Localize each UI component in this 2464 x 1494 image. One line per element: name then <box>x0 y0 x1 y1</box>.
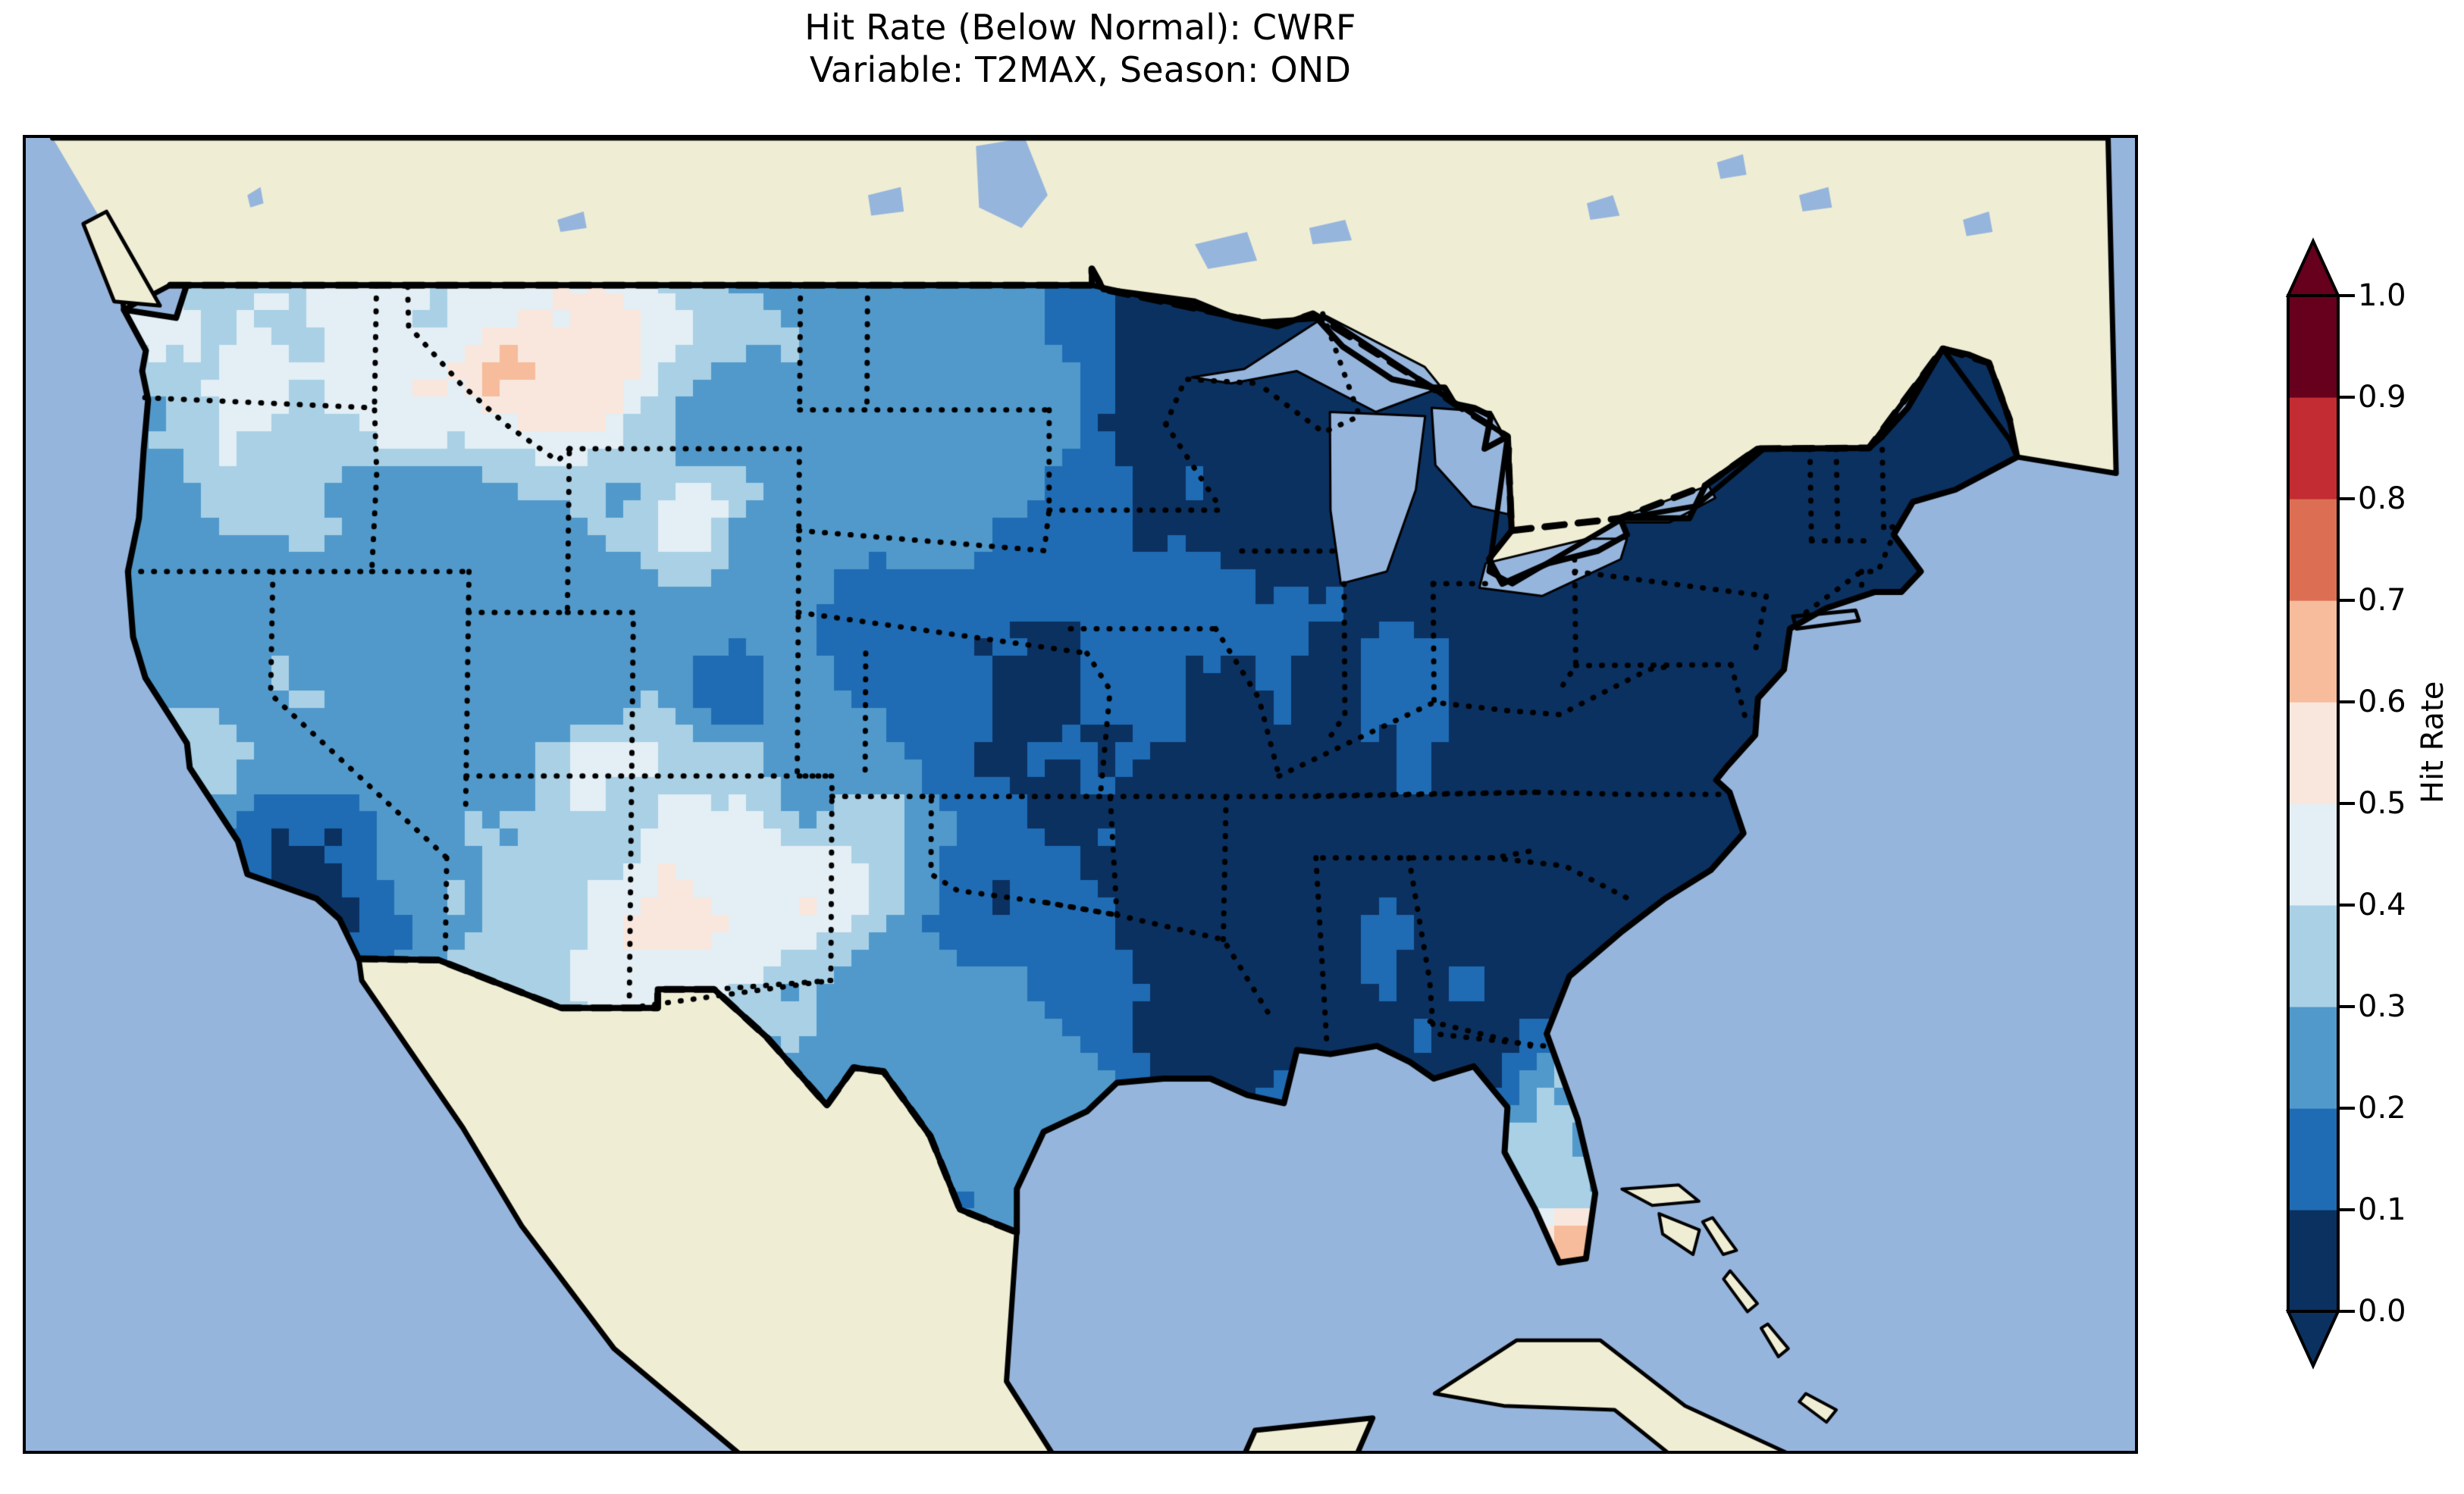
map-axes <box>23 135 2138 1454</box>
colorbar-tick-mark <box>2338 1005 2355 1008</box>
colorbar-tick-mark <box>2338 396 2355 399</box>
colorbar-tick-label: 0.2 <box>2358 1091 2406 1126</box>
colorbar-tick-mark <box>2338 904 2355 907</box>
colorbar-tick-mark <box>2338 802 2355 805</box>
colorbar-tick-mark <box>2338 497 2355 500</box>
colorbar-axis-label: Hit Rate <box>2415 681 2450 803</box>
colorbar-tick-label: 0.4 <box>2358 888 2406 922</box>
colorbar-gradient <box>2285 237 2341 1370</box>
chart-title: Hit Rate (Below Normal): CWRF Variable: … <box>0 6 2161 91</box>
colorbar-tick-label: 0.6 <box>2358 684 2406 719</box>
colorbar-tick-mark <box>2338 1107 2355 1110</box>
colorbar-tick-label: 0.3 <box>2358 989 2406 1024</box>
colorbar-tick-label: 0.7 <box>2358 583 2406 618</box>
colorbar-tick-mark <box>2338 294 2355 297</box>
hit-rate-heatmap <box>26 138 2135 1451</box>
colorbar-tick-label: 0.9 <box>2358 380 2406 415</box>
colorbar: 0.0 0.1 0.2 0.3 0.4 0.5 0.6 0.7 0.8 0.9 1.0 <box>2285 237 2406 1370</box>
colorbar-tick-mark <box>2338 599 2355 602</box>
title-line-1: Hit Rate (Below Normal): CWRF <box>804 7 1356 48</box>
colorbar-tick-mark <box>2338 1208 2355 1211</box>
colorbar-tick-label: 0.1 <box>2358 1192 2406 1227</box>
colorbar-tick-label: 1.0 <box>2358 278 2406 313</box>
colorbar-tick-label: 0.8 <box>2358 481 2406 516</box>
colorbar-tick-mark <box>2338 1310 2355 1313</box>
colorbar-tick-mark <box>2338 700 2355 703</box>
colorbar-tick-label: 0.0 <box>2358 1294 2406 1329</box>
title-line-2: Variable: T2MAX, Season: OND <box>809 49 1352 91</box>
colorbar-tick-label: 0.5 <box>2358 786 2406 821</box>
